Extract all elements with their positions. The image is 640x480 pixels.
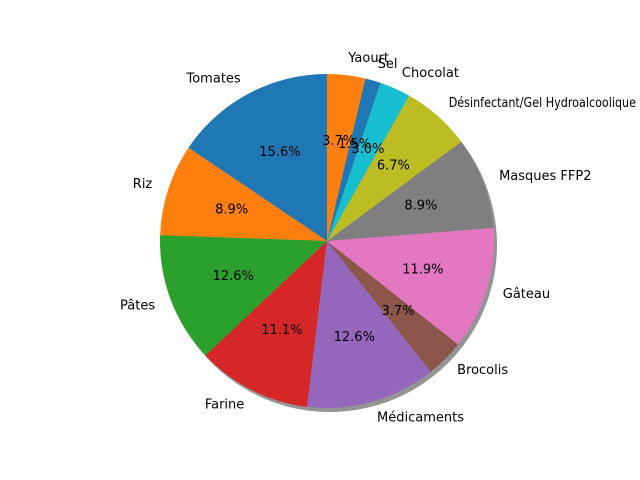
percent-label-chocolat: 3.0% xyxy=(351,142,384,157)
slice-label-farine: Farine xyxy=(205,398,244,413)
slice-brocolis xyxy=(327,241,459,372)
slice-medicaments xyxy=(307,241,431,408)
slice-label-brocolis: Brocolis xyxy=(457,363,508,378)
percent-label-gateau: 11.9% xyxy=(402,263,443,278)
percent-label-yaourt: 3.7% xyxy=(322,134,355,149)
percent-label-medicaments: 12.6% xyxy=(334,330,375,345)
slice-desinfectant-gel-hydroalcoolique xyxy=(327,95,462,241)
percent-label-brocolis: 3.7% xyxy=(381,304,414,319)
slice-gateau xyxy=(327,227,494,345)
slice-labels: Tomates Riz Pâtes Farine Médicaments Brocolis… xyxy=(120,51,636,425)
pie-slices xyxy=(160,74,494,408)
slice-label-yaourt: Yaourt xyxy=(347,51,389,66)
slice-yaourt xyxy=(327,74,366,241)
slice-label-pates: Pâtes xyxy=(120,298,155,313)
slice-tomates xyxy=(188,74,327,241)
slice-label-medicaments: Médicaments xyxy=(377,410,464,425)
slice-label-tomates: Tomates xyxy=(186,71,241,86)
percent-label-desinfectant-gel-hydroalcoolique: 6.7% xyxy=(377,158,410,173)
percent-label-farine: 11.1% xyxy=(261,323,302,338)
percent-label-sel: 1.5% xyxy=(338,137,371,152)
percent-label-tomates: 15.6% xyxy=(259,145,300,160)
slice-label-masques-ffp2: Masques FFP2 xyxy=(499,169,591,184)
slice-riz xyxy=(160,147,327,241)
slice-label-desinfectant-gel-hydroalcoolique: Désinfectant/Gel Hydroalcoolique xyxy=(449,96,636,111)
slice-label-riz: Riz xyxy=(133,177,153,192)
slice-label-gateau: Gâteau xyxy=(503,287,550,302)
percent-labels: 15.6% 8.9% 12.6% 11.1% 12.6% 3.7% 11.9% 8.9% 6.7… xyxy=(213,134,444,345)
slice-chocolat xyxy=(327,82,410,242)
slice-label-chocolat: Chocolat xyxy=(402,66,459,81)
slice-sel xyxy=(327,78,381,241)
slice-label-sel: Sel xyxy=(378,57,398,72)
percent-label-masques-ffp2: 8.9% xyxy=(404,198,437,213)
slice-farine xyxy=(205,241,327,407)
percent-label-pates: 12.6% xyxy=(213,269,254,284)
percent-label-riz: 8.9% xyxy=(215,203,248,218)
slice-pates xyxy=(160,235,327,356)
slice-masques-ffp2 xyxy=(327,141,494,241)
